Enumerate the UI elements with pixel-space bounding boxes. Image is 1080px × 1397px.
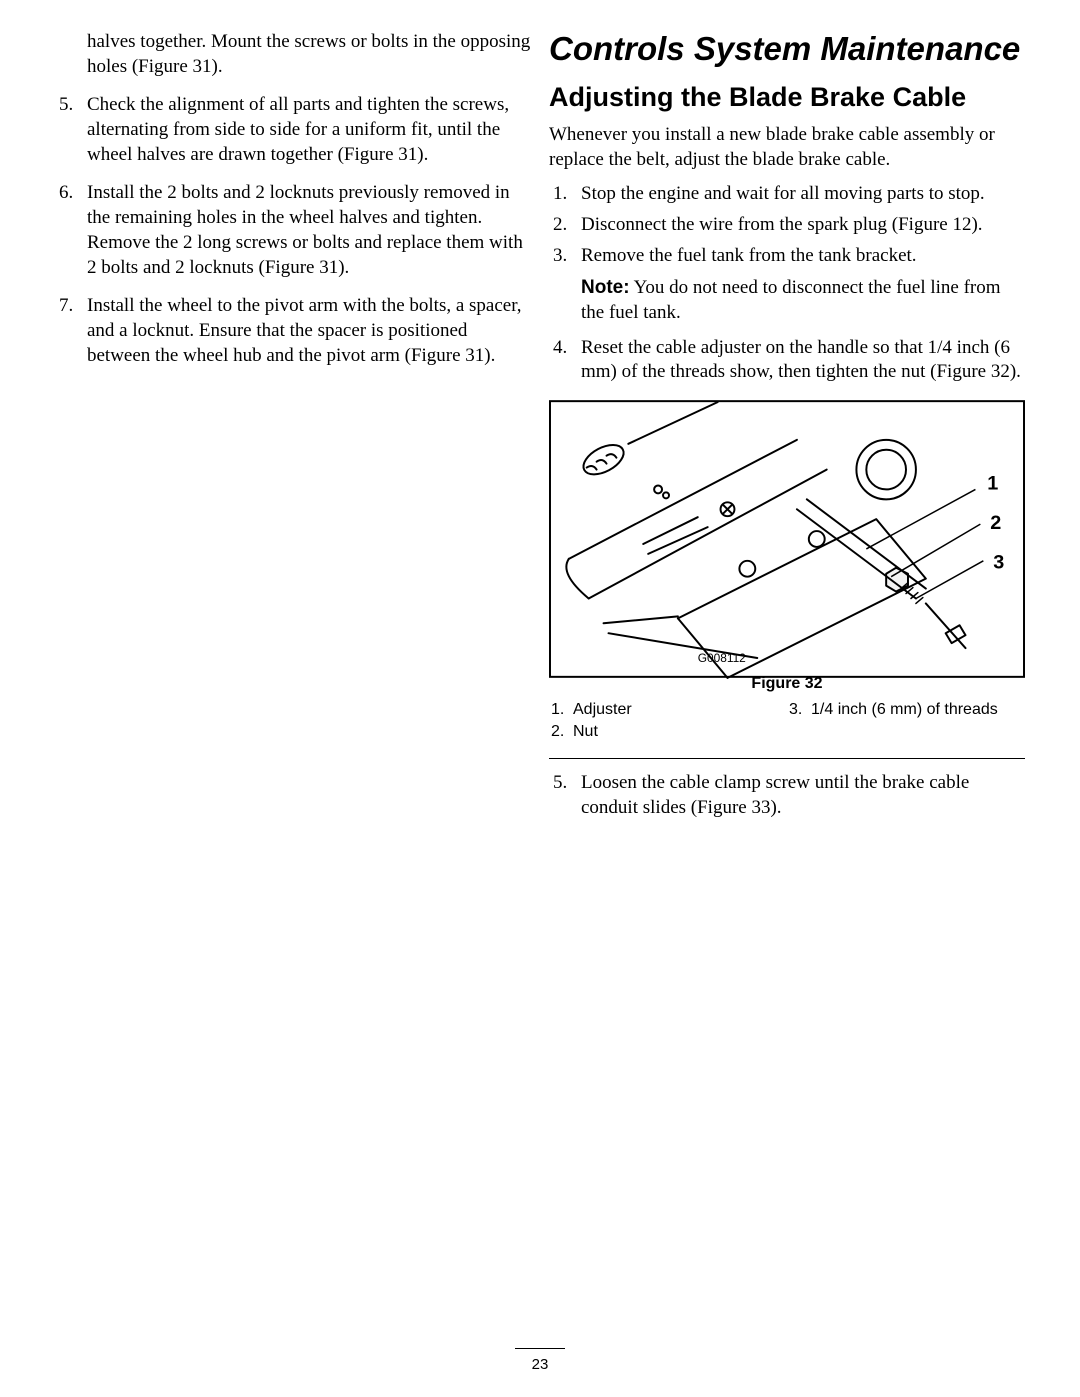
- list-text: Loosen the cable clamp screw until the b…: [581, 771, 1025, 820]
- subsection-title: Adjusting the Blade Brake Cable: [549, 82, 1025, 113]
- list-number: 2.: [549, 213, 581, 238]
- figure-callout-3: 3: [993, 552, 1004, 574]
- note-body: You do not need to disconnect the fuel l…: [581, 277, 1001, 323]
- page-number: 23: [0, 1356, 1080, 1373]
- figure-32-illustration: 1 2 3 G008112: [549, 399, 1025, 679]
- left-lead-text: halves together. Mount the screws or bol…: [87, 30, 531, 79]
- legend-text: Nut: [573, 721, 598, 743]
- page-footer: 23: [0, 1336, 1080, 1373]
- left-column: halves together. Mount the screws or bol…: [55, 30, 531, 835]
- right-list-item: 5. Loosen the cable clamp screw until th…: [549, 771, 1025, 820]
- figure-legend: 1. Adjuster 2. Nut 3. 1/4 inch (6 mm) of…: [549, 699, 1025, 742]
- left-list-item: 6. Install the 2 bolts and 2 locknuts pr…: [55, 181, 531, 280]
- legend-text: Adjuster: [573, 699, 632, 721]
- right-list-item: 2. Disconnect the wire from the spark pl…: [549, 213, 1025, 238]
- list-text: Reset the cable adjuster on the handle s…: [581, 336, 1025, 385]
- legend-row: 1. Adjuster: [549, 699, 787, 721]
- legend-num: 2.: [549, 721, 573, 743]
- list-text: Stop the engine and wait for all moving …: [581, 182, 1025, 207]
- page-number-rule: [515, 1348, 565, 1349]
- intro-paragraph: Whenever you install a new blade brake c…: [549, 123, 1025, 172]
- list-text: Check the alignment of all parts and tig…: [87, 93, 531, 167]
- legend-num: 1.: [549, 699, 573, 721]
- list-number: 7.: [55, 294, 87, 368]
- figure-32: 1 2 3 G008112 Figure 32 1. Adjuster 2. N…: [549, 399, 1025, 742]
- left-list-item: 7. Install the wheel to the pivot arm wi…: [55, 294, 531, 368]
- note-label: Note:: [581, 277, 630, 298]
- note-paragraph: Note: You do not need to disconnect the …: [581, 276, 1025, 325]
- list-text: Remove the fuel tank from the tank brack…: [581, 244, 1025, 269]
- divider: [549, 758, 1025, 759]
- list-text: Install the wheel to the pivot arm with …: [87, 294, 531, 368]
- list-number: 5.: [549, 771, 581, 820]
- section-title: Controls System Maintenance: [549, 30, 1025, 68]
- figure-legend-left: 1. Adjuster 2. Nut: [549, 699, 787, 742]
- list-number: 1.: [549, 182, 581, 207]
- right-column: Controls System Maintenance Adjusting th…: [549, 30, 1025, 835]
- legend-text: 1/4 inch (6 mm) of threads: [811, 699, 998, 721]
- right-list-item: 3. Remove the fuel tank from the tank br…: [549, 244, 1025, 269]
- legend-row: 2. Nut: [549, 721, 787, 743]
- list-number: 4.: [549, 336, 581, 385]
- figure-legend-right: 3. 1/4 inch (6 mm) of threads: [787, 699, 1025, 742]
- list-number: 3.: [549, 244, 581, 269]
- figure-callout-2: 2: [990, 512, 1001, 534]
- figure-callout-1: 1: [987, 473, 998, 495]
- page-columns: halves together. Mount the screws or bol…: [55, 30, 1025, 835]
- left-list-item: 5. Check the alignment of all parts and …: [55, 93, 531, 167]
- list-number: 6.: [55, 181, 87, 280]
- right-list-item: 4. Reset the cable adjuster on the handl…: [549, 336, 1025, 385]
- right-list-item: 1. Stop the engine and wait for all movi…: [549, 182, 1025, 207]
- legend-num: 3.: [787, 699, 811, 721]
- list-text: Disconnect the wire from the spark plug …: [581, 213, 1025, 238]
- figure-id-text: G008112: [698, 651, 746, 665]
- legend-row: 3. 1/4 inch (6 mm) of threads: [787, 699, 1025, 721]
- list-text: Install the 2 bolts and 2 locknuts previ…: [87, 181, 531, 280]
- list-number: 5.: [55, 93, 87, 167]
